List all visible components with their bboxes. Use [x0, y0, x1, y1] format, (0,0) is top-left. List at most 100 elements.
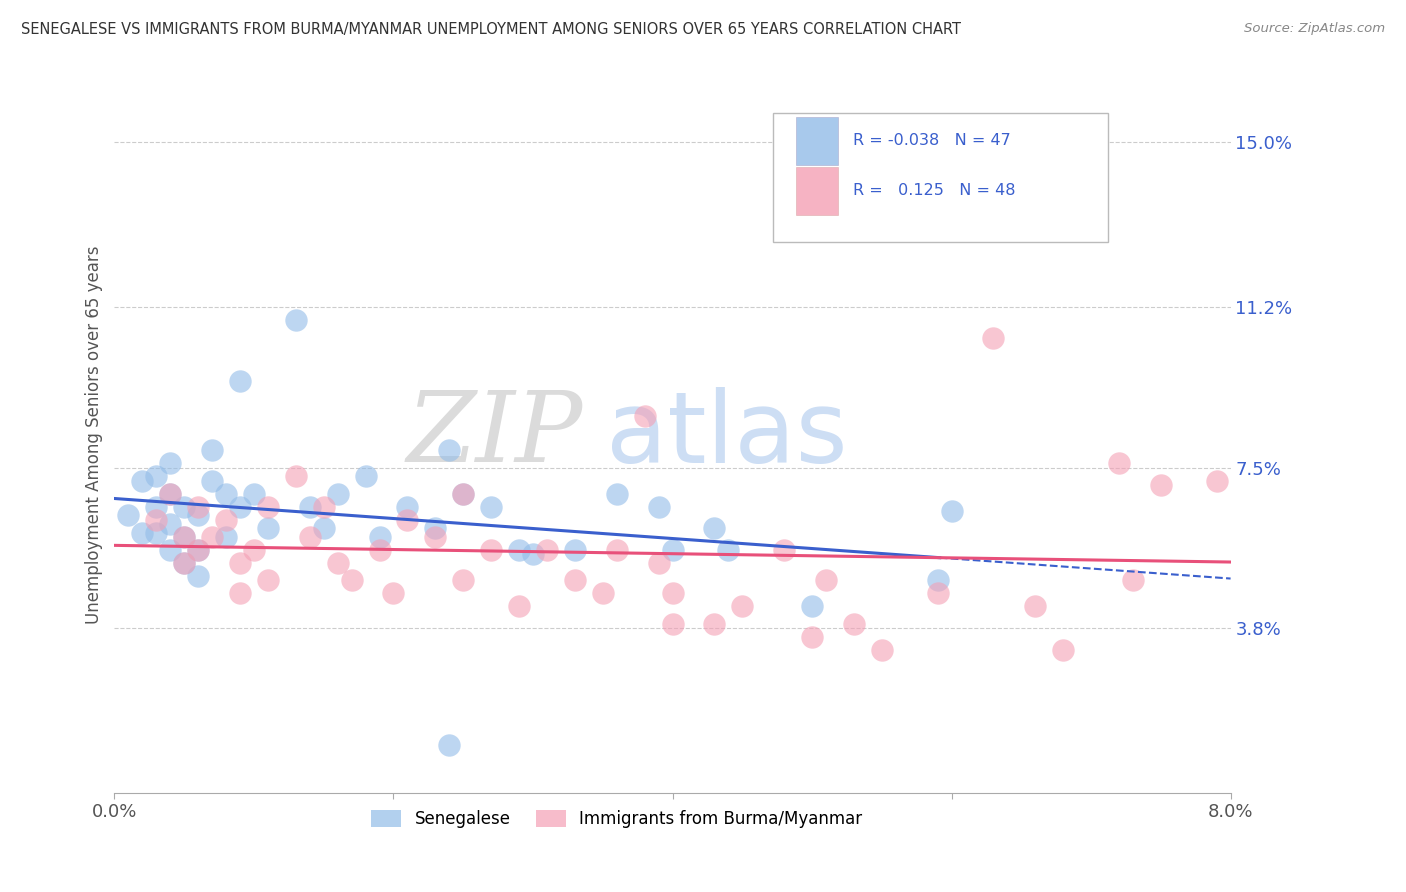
Point [1205, 474, 1227, 488]
Point [229, 374, 252, 388]
Point [451, 486, 474, 500]
Point [257, 574, 280, 588]
FancyBboxPatch shape [796, 167, 838, 215]
Point [927, 586, 949, 600]
Y-axis label: Unemployment Among Seniors over 65 years: Unemployment Among Seniors over 65 years [86, 246, 103, 624]
Point [606, 542, 628, 557]
Point [201, 474, 224, 488]
Point [243, 542, 266, 557]
Point [439, 738, 461, 752]
Point [382, 586, 405, 600]
Point [451, 486, 474, 500]
Point [703, 616, 725, 631]
Point [592, 586, 614, 600]
Point [508, 599, 530, 614]
Text: ZIP: ZIP [406, 387, 583, 483]
Point [131, 474, 153, 488]
Point [425, 521, 447, 535]
FancyBboxPatch shape [773, 113, 1108, 242]
Point [229, 556, 252, 570]
Point [508, 542, 530, 557]
Point [187, 569, 209, 583]
Text: R =   0.125   N = 48: R = 0.125 N = 48 [853, 184, 1015, 198]
Point [717, 542, 740, 557]
Point [145, 469, 167, 483]
Point [703, 521, 725, 535]
Text: Source: ZipAtlas.com: Source: ZipAtlas.com [1244, 22, 1385, 36]
Point [159, 486, 181, 500]
Point [284, 469, 307, 483]
Point [927, 574, 949, 588]
Point [983, 330, 1005, 344]
Point [870, 642, 893, 657]
Point [201, 443, 224, 458]
Point [354, 469, 377, 483]
Point [117, 508, 139, 523]
Point [312, 521, 335, 535]
Point [451, 574, 474, 588]
Point [145, 512, 167, 526]
Point [1052, 642, 1074, 657]
Point [131, 525, 153, 540]
Point [298, 530, 321, 544]
Point [814, 574, 837, 588]
Point [145, 500, 167, 514]
Point [564, 574, 586, 588]
Point [215, 530, 238, 544]
Point [187, 500, 209, 514]
Point [340, 574, 363, 588]
Text: SENEGALESE VS IMMIGRANTS FROM BURMA/MYANMAR UNEMPLOYMENT AMONG SENIORS OVER 65 Y: SENEGALESE VS IMMIGRANTS FROM BURMA/MYAN… [21, 22, 962, 37]
Point [661, 616, 683, 631]
Point [396, 512, 419, 526]
Point [187, 508, 209, 523]
Point [522, 547, 544, 561]
Text: R = -0.038   N = 47: R = -0.038 N = 47 [853, 133, 1011, 148]
Point [801, 599, 824, 614]
Point [1024, 599, 1046, 614]
FancyBboxPatch shape [796, 117, 838, 164]
Point [201, 530, 224, 544]
Point [159, 516, 181, 531]
Point [215, 512, 238, 526]
Point [187, 542, 209, 557]
Point [661, 586, 683, 600]
Point [215, 486, 238, 500]
Point [941, 504, 963, 518]
Legend: Senegalese, Immigrants from Burma/Myanmar: Senegalese, Immigrants from Burma/Myanma… [364, 803, 869, 834]
Point [257, 500, 280, 514]
Point [536, 542, 558, 557]
Point [173, 500, 195, 514]
Point [633, 409, 655, 423]
Point [1122, 574, 1144, 588]
Point [606, 486, 628, 500]
Point [145, 525, 167, 540]
Point [326, 556, 349, 570]
Point [368, 530, 391, 544]
Point [479, 542, 502, 557]
Point [731, 599, 754, 614]
Point [312, 500, 335, 514]
Point [425, 530, 447, 544]
Point [229, 586, 252, 600]
Point [229, 500, 252, 514]
Point [173, 556, 195, 570]
Point [243, 486, 266, 500]
Point [1150, 478, 1173, 492]
Point [396, 500, 419, 514]
Point [647, 500, 669, 514]
Point [298, 500, 321, 514]
Point [257, 521, 280, 535]
Point [564, 542, 586, 557]
Point [661, 542, 683, 557]
Point [173, 556, 195, 570]
Point [173, 530, 195, 544]
Point [842, 616, 865, 631]
Point [326, 486, 349, 500]
Point [1108, 456, 1130, 470]
Point [801, 630, 824, 644]
Point [173, 530, 195, 544]
Point [187, 542, 209, 557]
Point [647, 556, 669, 570]
Point [368, 542, 391, 557]
Point [159, 456, 181, 470]
